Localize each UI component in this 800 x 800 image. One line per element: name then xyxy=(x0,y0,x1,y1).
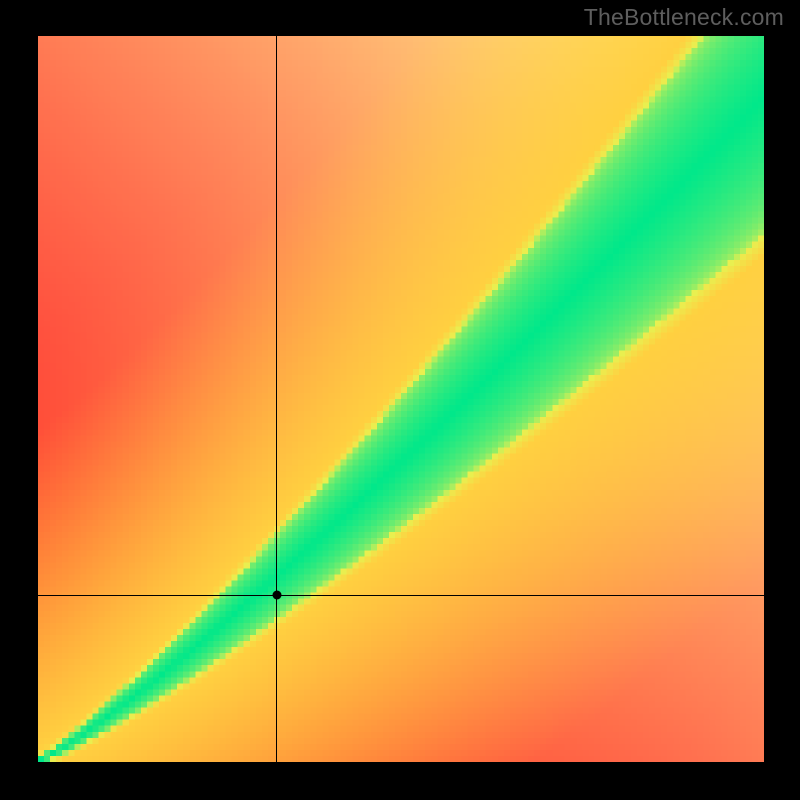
bottleneck-heatmap xyxy=(38,36,764,762)
watermark-text: TheBottleneck.com xyxy=(584,4,784,31)
crosshair-marker xyxy=(272,591,281,600)
chart-frame: TheBottleneck.com xyxy=(0,0,800,800)
crosshair-vertical xyxy=(276,36,277,762)
crosshair-horizontal xyxy=(38,595,764,596)
